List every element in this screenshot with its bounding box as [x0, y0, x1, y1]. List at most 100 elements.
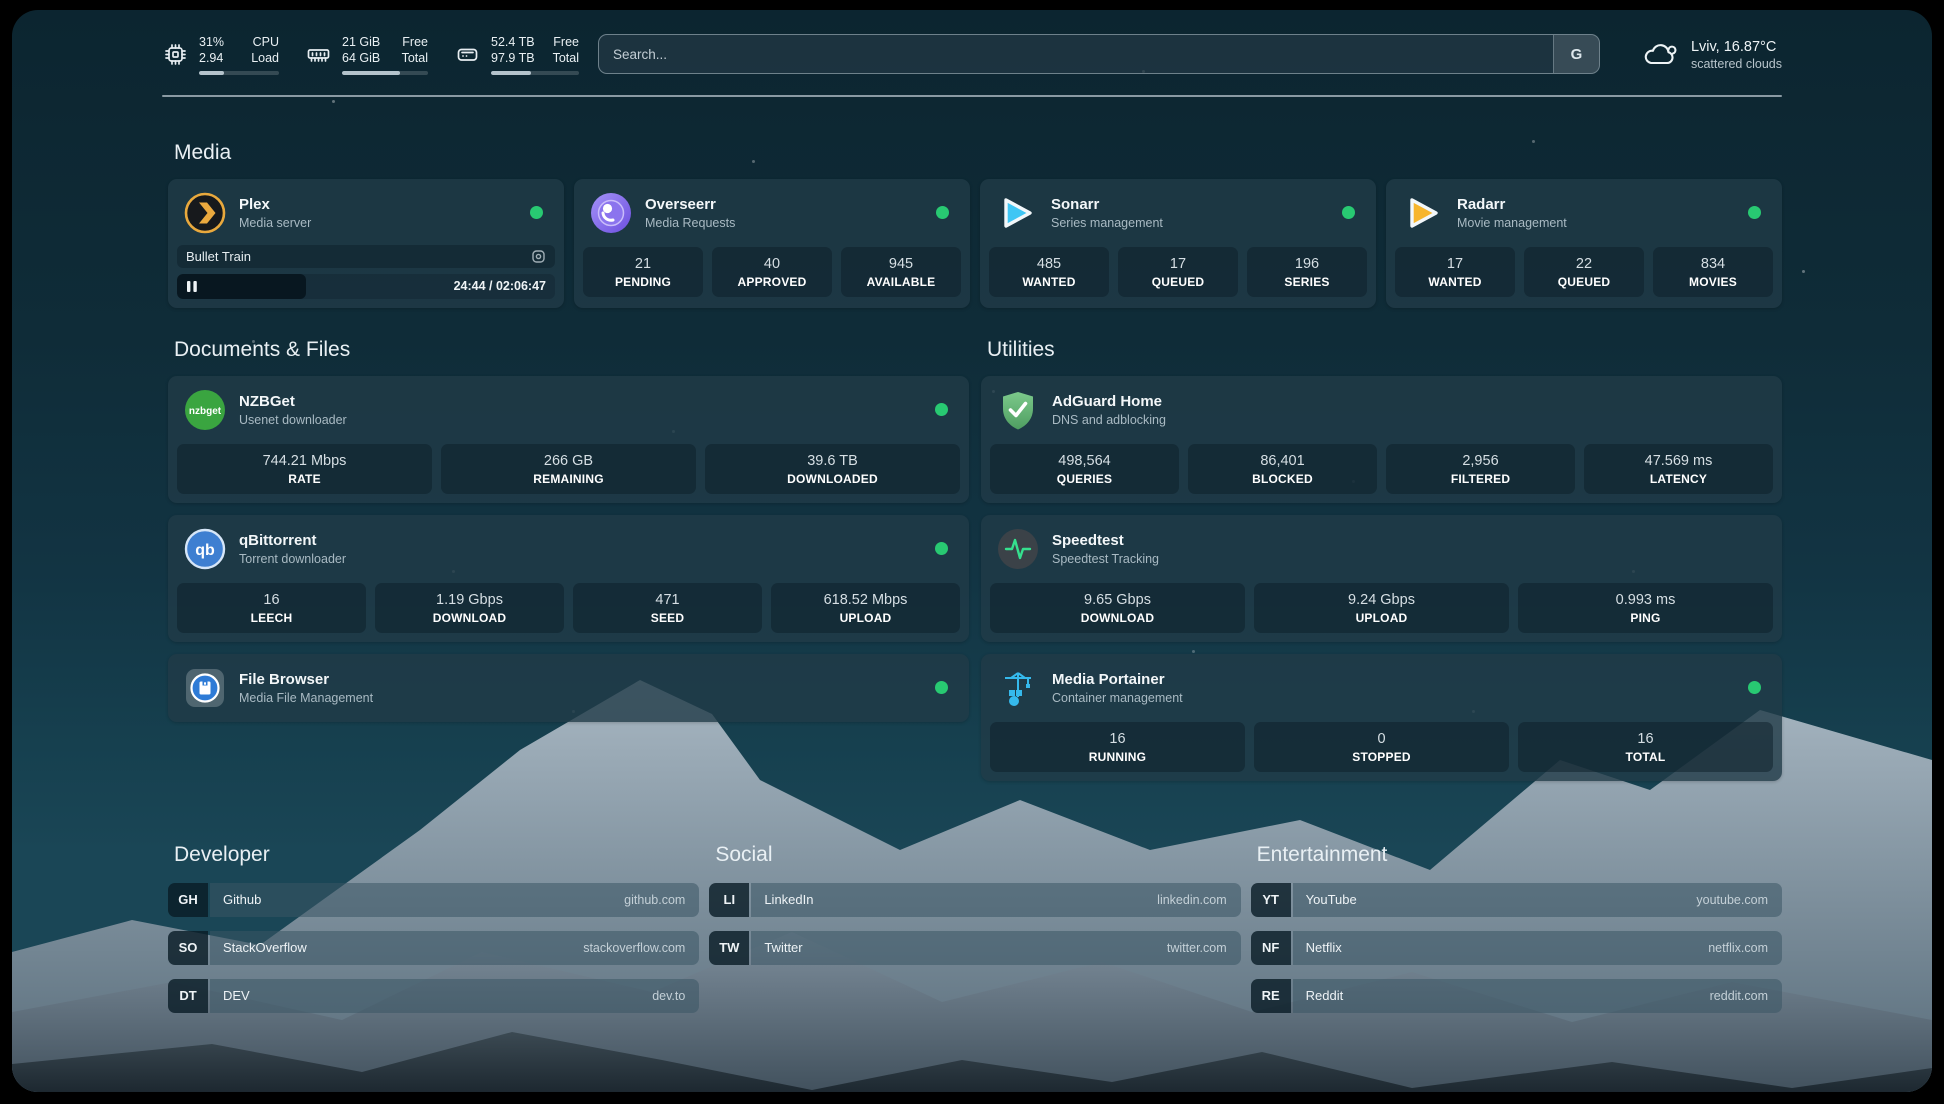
disk-icon [457, 48, 478, 61]
disk-free-value: 52.4 TB [491, 35, 535, 49]
filebrowser-icon [184, 667, 226, 709]
stat-block: 196 SERIES [1247, 246, 1367, 297]
service-desc: Container management [1052, 690, 1183, 705]
stat-block: 834 MOVIES [1653, 246, 1773, 297]
bookmark-abbr: NF [1250, 930, 1291, 965]
sonarr-link[interactable]: Sonarr Series management [989, 188, 1367, 238]
adguard-link[interactable]: AdGuard Home DNS and adblocking [990, 385, 1773, 435]
stat-block: 0.993 ms PING [1518, 582, 1773, 633]
service-title: Plex [239, 196, 270, 214]
service-title: Overseerr [645, 196, 716, 214]
snow-specks [12, 10, 15, 13]
sonarr-card: Sonarr Series management 485 WANTED 17 QUE… [980, 178, 1376, 308]
bookmark-name: LinkedIn [764, 892, 814, 907]
plex-link[interactable]: Plex Media server [177, 188, 555, 238]
svg-text:qb: qb [195, 542, 215, 559]
service-desc: Media server [239, 215, 312, 230]
sonarr-icon [996, 192, 1038, 234]
qbittorrent-card: qb qBittorrent Torrent downloader [168, 514, 969, 642]
portainer-crane-icon [997, 667, 1039, 709]
service-desc: Torrent downloader [239, 551, 347, 566]
nzbget-link[interactable]: nzbget NZBGet Usenet downloader [177, 385, 960, 435]
bookmark-abbr: GH [168, 882, 208, 917]
bookmark-url: dev.to [652, 988, 686, 1003]
playback-progress-bar: 24:44 / 02:06:47 [177, 273, 555, 299]
bookmark-abbr: SO [168, 930, 208, 965]
now-playing-row: Bullet Train [177, 244, 555, 268]
filebrowser-link[interactable]: File Browser Media File Management [177, 663, 960, 713]
bookmark-twitter[interactable]: TW Twitter twitter.com [709, 930, 1241, 965]
portainer-stats: 16 RUNNING 0 STOPPED 16 TOTAL [990, 721, 1773, 772]
qbittorrent-stats: 16 LEECH 1.19 Gbps DOWNLOAD 471 SEED 618.52… [177, 582, 960, 633]
search-input[interactable] [598, 35, 1553, 74]
overseerr-icon [590, 192, 632, 234]
bookmark-github[interactable]: GH Github github.com [168, 882, 700, 917]
search-provider-button[interactable]: G [1552, 35, 1599, 74]
bookmark-linkedin[interactable]: LI LinkedIn linkedin.com [709, 882, 1241, 917]
bookmark-url: twitter.com [1166, 940, 1227, 955]
adguard-card: AdGuard Home DNS and adblocking 498,564 Q… [981, 375, 1782, 503]
disk-widget: 52.4 TB Free 97.9 TB Total [454, 34, 579, 75]
stat-block: 39.6 TB DOWNLOADED [705, 443, 960, 494]
disk-free-label: Free [553, 35, 579, 49]
stat-block: 618.52 Mbps UPLOAD [771, 582, 960, 633]
bookmark-netflix[interactable]: NF Netflix netflix.com [1250, 930, 1782, 965]
section-title-documents: Documents & Files [174, 337, 351, 361]
stat-block: 17 WANTED [1395, 246, 1515, 297]
stat-block: 16 RUNNING [990, 721, 1245, 772]
portainer-link[interactable]: Media Portainer Container management [990, 663, 1773, 713]
section-title-media: Media [174, 140, 232, 164]
bookmark-url: youtube.com [1696, 892, 1768, 907]
bookmark-abbr: YT [1250, 882, 1291, 917]
qbittorrent-link[interactable]: qb qBittorrent Torrent downloader [177, 524, 960, 574]
stat-block: 1.19 Gbps DOWNLOAD [375, 582, 564, 633]
status-dot [1342, 206, 1355, 219]
bookmark-url: netflix.com [1708, 940, 1768, 955]
bookmark-abbr: DT [168, 978, 208, 1013]
section-title-entertainment: Entertainment [1256, 842, 1388, 866]
cpu-chip-icon [165, 43, 186, 65]
section-title-social: Social [715, 842, 773, 866]
speedtest-stats: 9.65 Gbps DOWNLOAD 9.24 Gbps UPLOAD 0.993 … [990, 582, 1773, 633]
pause-icon[interactable] [186, 280, 198, 293]
bookmarks-area: Developer GH Github github.com SO StackO… [168, 843, 1782, 1073]
bookmark-name: YouTube [1305, 892, 1357, 907]
bookmark-abbr: RE [1250, 978, 1291, 1013]
service-title: NZBGet [239, 393, 295, 411]
status-dot [936, 206, 949, 219]
stat-block: 266 GB REMAINING [441, 443, 696, 494]
wallpaper: 31% CPU 2.94 Load [12, 10, 1932, 1092]
adguard-shield-icon [997, 389, 1039, 431]
stat-block: 744.21 Mbps RATE [177, 443, 432, 494]
section-title-developer: Developer [174, 842, 270, 866]
nzbget-card: nzbget NZBGet Usenet downloader [168, 375, 969, 503]
search-bar: G [597, 34, 1600, 75]
adguard-stats: 498,564 QUERIES 86,401 BLOCKED 2,956 FILTER… [990, 443, 1773, 494]
bookmark-name: Github [223, 892, 262, 907]
stat-block: 17 QUEUED [1118, 246, 1238, 297]
service-title: File Browser [239, 671, 330, 689]
radarr-stats: 17 WANTED 22 QUEUED 834 MOVIES [1395, 246, 1773, 297]
bookmark-name: Reddit [1305, 988, 1344, 1003]
bookmark-reddit[interactable]: RE Reddit reddit.com [1250, 978, 1782, 1013]
bookmark-dev[interactable]: DT DEV dev.to [168, 978, 700, 1013]
bookmark-youtube[interactable]: YT YouTube youtube.com [1250, 882, 1782, 917]
cpu-usage-value: 31% [199, 35, 225, 49]
disk-progress-bar [491, 70, 579, 75]
speedtest-link[interactable]: Speedtest Speedtest Tracking [990, 524, 1773, 574]
bookmark-group-entertainment: Entertainment YT YouTube youtube.com NF … [1250, 842, 1782, 1027]
radarr-link[interactable]: Radarr Movie management [1395, 188, 1773, 238]
nzbget-icon: nzbget [184, 389, 226, 431]
cpu-load-value: 2.94 [199, 51, 224, 66]
service-desc: Usenet downloader [239, 412, 347, 427]
nzbget-stats: 744.21 Mbps RATE 266 GB REMAINING 39.6 TB D… [177, 443, 960, 494]
stat-block: 16 TOTAL [1518, 721, 1773, 772]
stat-block: 86,401 BLOCKED [1188, 443, 1377, 494]
now-playing-settings-icon[interactable] [531, 249, 546, 264]
overseerr-link[interactable]: Overseerr Media Requests [583, 188, 961, 238]
bookmark-stackoverflow[interactable]: SO StackOverflow stackoverflow.com [168, 930, 700, 965]
overseerr-card: Overseerr Media Requests 21 PENDING 40 APP… [574, 178, 970, 308]
bookmark-name: DEV [223, 988, 250, 1003]
memory-free-value: 21 GiB [342, 35, 381, 49]
bookmark-abbr: LI [709, 882, 750, 917]
